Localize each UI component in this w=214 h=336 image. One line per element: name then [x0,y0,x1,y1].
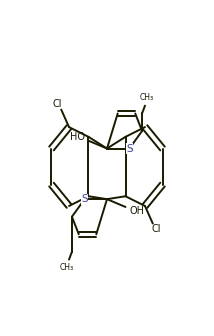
Text: HO: HO [70,132,85,142]
Text: S: S [126,143,133,154]
Text: CH₃: CH₃ [140,93,154,102]
Text: CH₃: CH₃ [60,263,74,272]
Text: OH: OH [129,206,144,216]
Text: Cl: Cl [53,99,62,109]
Text: S: S [81,194,88,204]
Text: Cl: Cl [152,224,161,235]
